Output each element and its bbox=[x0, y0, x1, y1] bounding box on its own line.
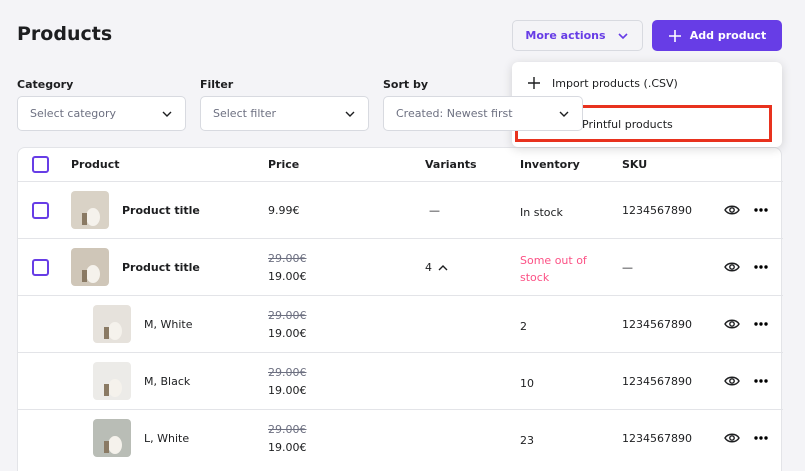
view-icon[interactable] bbox=[724, 374, 740, 388]
view-icon[interactable] bbox=[724, 203, 740, 217]
variants[interactable]: 4 bbox=[425, 261, 432, 274]
price: 19.00€ bbox=[268, 270, 307, 283]
table-row[interactable]: M, Black 29.00€ 19.00€ 10 1234567890 bbox=[18, 352, 783, 410]
sku: — bbox=[622, 261, 633, 274]
sku: 1234567890 bbox=[622, 204, 692, 217]
row-checkbox[interactable] bbox=[32, 202, 49, 219]
column-header: SKU bbox=[622, 158, 648, 171]
header-checkbox[interactable] bbox=[32, 156, 49, 173]
old-price: 29.00€ bbox=[268, 423, 307, 436]
more-icon[interactable] bbox=[753, 378, 769, 384]
product-name: M, White bbox=[144, 318, 193, 331]
page-title: Products bbox=[17, 23, 113, 45]
plus-icon bbox=[528, 77, 540, 89]
chevron bbox=[162, 111, 172, 117]
menu-item[interactable]: Import products (.CSV) bbox=[552, 77, 678, 90]
product-name: Product title bbox=[122, 204, 200, 217]
column-header: Variants bbox=[425, 158, 477, 171]
product-image bbox=[71, 191, 109, 229]
add-product-button[interactable]: Add product bbox=[652, 20, 782, 51]
sku: 1234567890 bbox=[622, 432, 692, 445]
table-row[interactable]: L, White 29.00€ 19.00€ 23 1234567890 bbox=[18, 409, 783, 467]
table-row[interactable]: M, White 29.00€ 19.00€ 2 1234567890 bbox=[18, 295, 783, 353]
old-price: 29.00€ bbox=[268, 252, 307, 265]
old-price: 29.00€ bbox=[268, 309, 307, 322]
more-icon[interactable] bbox=[753, 321, 769, 327]
row-checkbox[interactable] bbox=[32, 259, 49, 276]
select[interactable]: Select filter bbox=[200, 96, 369, 131]
price: 19.00€ bbox=[268, 384, 307, 397]
sku: 1234567890 bbox=[622, 318, 692, 331]
inventory: 2 bbox=[520, 320, 527, 333]
inventory: Some out of stock bbox=[520, 254, 587, 284]
more-icon[interactable] bbox=[753, 207, 769, 213]
sku: 1234567890 bbox=[622, 375, 692, 388]
filter-label: Filter bbox=[200, 78, 234, 91]
more-icon[interactable] bbox=[753, 264, 769, 270]
table-row[interactable]: Product title 29.00€ 19.00€ 4 Some out of st… bbox=[18, 238, 783, 296]
button-label: More actions bbox=[525, 29, 606, 42]
chevron bbox=[345, 111, 355, 117]
inventory: In stock bbox=[520, 206, 563, 219]
select-placeholder: Select category bbox=[30, 107, 117, 120]
product-image bbox=[71, 248, 109, 286]
select-placeholder: Created: Newest first bbox=[396, 107, 513, 120]
view-icon[interactable] bbox=[724, 260, 740, 274]
product-name: L, White bbox=[144, 432, 190, 445]
product-image bbox=[93, 419, 131, 457]
old-price: 29.00€ bbox=[268, 366, 307, 379]
product-name: Product title bbox=[122, 261, 200, 274]
inventory: 10 bbox=[520, 377, 534, 390]
select[interactable]: Select category bbox=[17, 96, 186, 131]
plus-icon bbox=[668, 29, 681, 42]
column-header: Inventory bbox=[520, 158, 580, 171]
select-placeholder: Select filter bbox=[213, 107, 277, 120]
products-table: Product Price Variants Inventory SKU Product … bbox=[17, 147, 783, 471]
column-header: Price bbox=[268, 158, 300, 171]
more-icon[interactable] bbox=[753, 435, 769, 441]
chevron bbox=[617, 32, 628, 39]
more-actions-button[interactable]: More actions bbox=[512, 20, 643, 51]
price: 19.00€ bbox=[268, 327, 307, 340]
column-header: Product bbox=[71, 158, 120, 171]
collapse-icon[interactable] bbox=[437, 262, 449, 274]
variants: — bbox=[429, 204, 440, 217]
filter-label: Sort by bbox=[383, 78, 429, 91]
inventory: 23 bbox=[520, 434, 534, 447]
product-name: M, Black bbox=[144, 375, 191, 388]
view-icon[interactable] bbox=[724, 317, 740, 331]
filter-label: Category bbox=[17, 78, 74, 91]
chevron bbox=[559, 111, 569, 117]
price: 19.00€ bbox=[268, 441, 307, 454]
button-label: Add product bbox=[689, 29, 767, 42]
table-row[interactable]: Product title 9.99€ — In stock 1234567890 bbox=[18, 181, 783, 239]
product-image bbox=[93, 305, 131, 343]
price: 9.99€ bbox=[268, 204, 300, 217]
select[interactable]: Created: Newest first bbox=[383, 96, 583, 131]
product-image bbox=[93, 362, 131, 400]
view-icon[interactable] bbox=[724, 431, 740, 445]
